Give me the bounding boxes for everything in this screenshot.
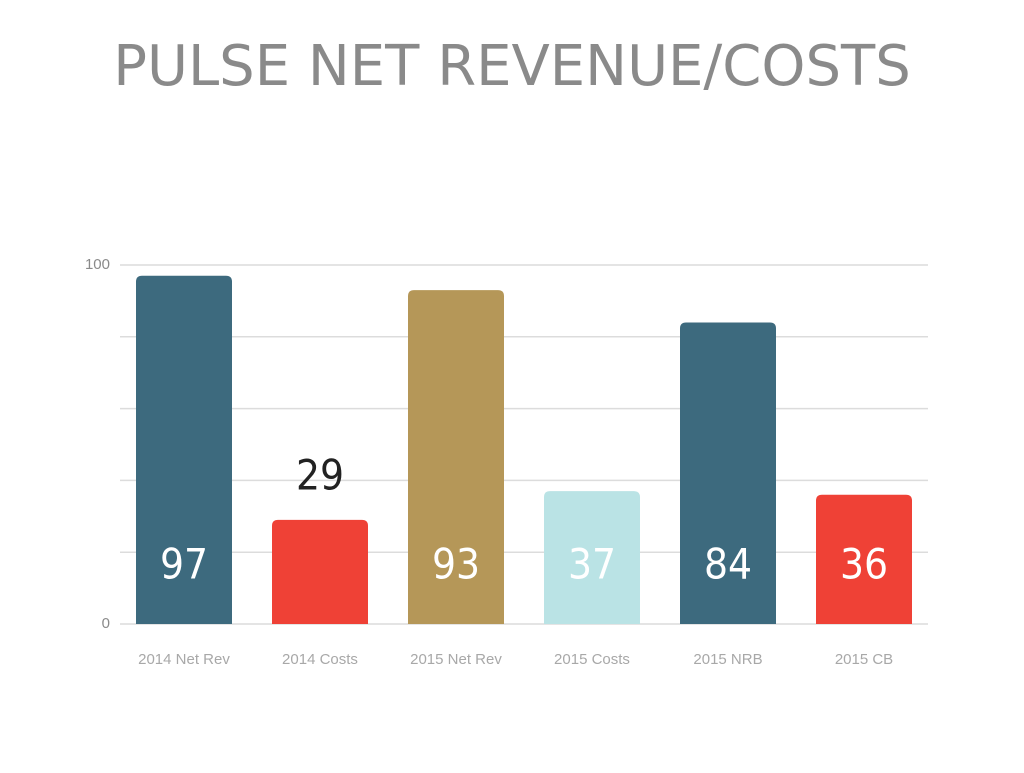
y-tick-label: 0 [102,615,110,632]
x-tick-label: 2015 Costs [554,651,630,668]
value-label: 29 [296,450,344,499]
value-label: 36 [840,540,888,589]
chart-title: PULSE NET REVENUE/COSTS [113,34,911,99]
x-tick-label: 2014 Net Rev [138,651,230,668]
x-tick-label: 2015 Net Rev [410,651,502,668]
value-label: 93 [432,540,480,589]
bar [136,275,232,624]
bar [408,290,504,624]
value-label: 84 [704,540,752,589]
bar [680,322,776,624]
value-label: 37 [568,540,616,589]
bar [816,494,912,624]
y-tick-label: 100 [85,256,110,273]
bar [272,519,368,624]
x-tick-label: 2015 CB [835,651,893,668]
x-tick-label: 2015 NRB [693,651,762,668]
x-tick-label: 2014 Costs [282,651,358,668]
value-label: 97 [160,540,208,589]
bar [544,491,640,624]
